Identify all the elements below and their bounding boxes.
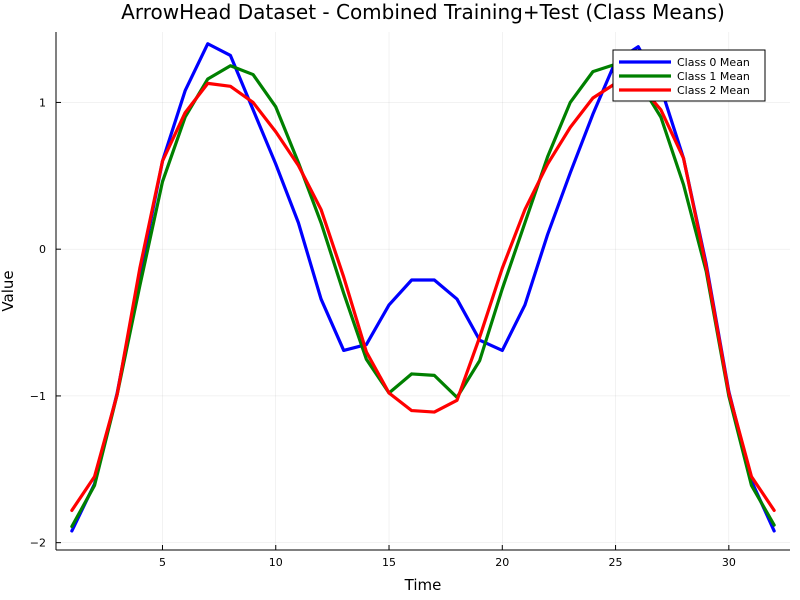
chart-title: ArrowHead Dataset - Combined Training+Te… [121,0,725,24]
series-line-class-2-mean [70,81,776,512]
series-line-class-1-mean [70,62,776,529]
x-ticks: 5 10 15 20 25 30 [159,545,736,569]
legend-label: Class 1 Mean [677,70,750,83]
x-tick-label: 5 [159,556,166,569]
series [70,42,776,533]
y-ticks: −2 −1 0 1 [30,96,61,550]
series-line-class-0-mean [70,42,776,533]
x-tick-label: 30 [722,556,736,569]
y-tick-label: −1 [30,390,46,403]
axes [55,32,790,551]
y-tick-label: 0 [39,243,46,256]
x-tick-label: 20 [495,556,509,569]
y-tick-label: −2 [30,537,46,550]
y-axis-label: Value [0,270,17,311]
grid [56,32,790,550]
legend-label: Class 0 Mean [677,56,750,69]
x-tick-label: 15 [382,556,396,569]
x-tick-label: 10 [269,556,283,569]
legend-label: Class 2 Mean [677,84,750,97]
x-axis-label: Time [404,576,442,594]
y-tick-label: 1 [39,96,46,109]
x-tick-label: 25 [609,556,623,569]
